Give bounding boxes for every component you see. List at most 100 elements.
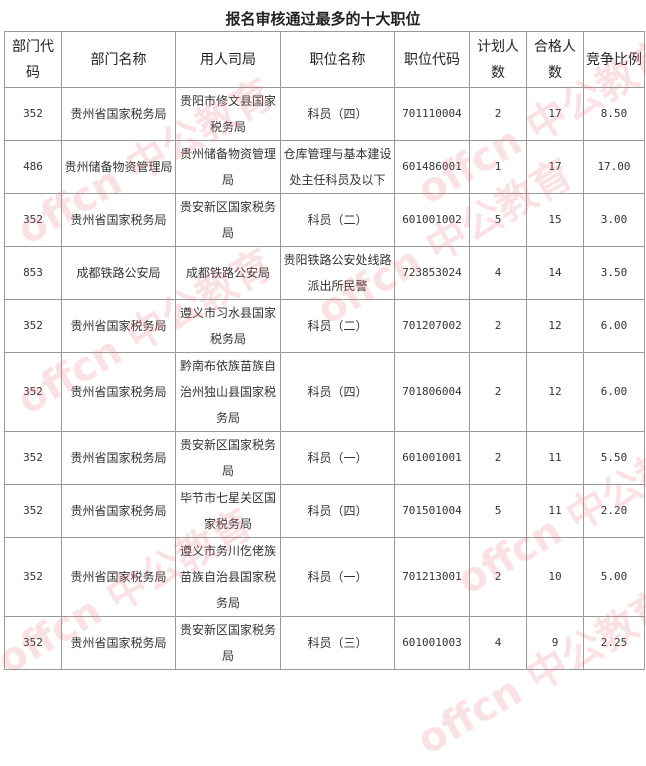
table-cell: 2.20 xyxy=(583,484,645,538)
table-cell: 科员（一） xyxy=(280,431,395,485)
header-row: 部门代码 部门名称 用人司局 职位名称 职位代码 计划人数 合格人数 竞争比例 xyxy=(4,31,645,88)
table-cell: 601001001 xyxy=(394,431,470,485)
table-cell: 723853024 xyxy=(394,246,470,300)
table-cell: 701110004 xyxy=(394,87,470,141)
table-cell: 11 xyxy=(526,431,584,485)
column-header: 部门代码 xyxy=(4,31,62,88)
table-cell: 10 xyxy=(526,537,584,617)
table-cell: 贵州省国家税务局 xyxy=(61,87,176,141)
table-cell: 贵州省国家税务局 xyxy=(61,352,176,432)
column-header: 计划人数 xyxy=(469,31,527,88)
table-cell: 5 xyxy=(469,193,527,247)
table-cell: 2 xyxy=(469,537,527,617)
table-cell: 贵州省国家税务局 xyxy=(61,537,176,617)
table-cell: 贵安新区国家税务局 xyxy=(175,431,281,485)
table-cell: 贵州省国家税务局 xyxy=(61,431,176,485)
table-cell: 贵州省国家税务局 xyxy=(61,193,176,247)
table-cell: 仓库管理与基本建设处主任科员及以下 xyxy=(280,140,395,194)
table-cell: 601001002 xyxy=(394,193,470,247)
table-cell: 科员（四） xyxy=(280,352,395,432)
table-cell: 科员（四） xyxy=(280,484,395,538)
table-row: 352 贵州省国家税务局 贵阳市修文县国家税务局 科员（四） 701110004 2 17 8… xyxy=(4,87,645,141)
positions-table: 部门代码 部门名称 用人司局 职位名称 职位代码 计划人数 合格人数 竞争比例 352 贵州省国… xyxy=(4,31,645,670)
table-cell: 1 xyxy=(469,140,527,194)
table-title: 报名审核通过最多的十大职位 xyxy=(225,10,421,28)
table-cell: 贵州省国家税务局 xyxy=(61,299,176,353)
table-cell: 科员（一） xyxy=(280,537,395,617)
table-cell: 601001003 xyxy=(394,616,470,670)
table-cell: 5.50 xyxy=(583,431,645,485)
table-row: 352 贵州省国家税务局 贵安新区国家税务局 科员（一） 601001001 2 11 5.5… xyxy=(4,431,645,485)
table-cell: 贵州储备物资管理局 xyxy=(175,140,281,194)
table-cell: 遵义市习水县国家税务局 xyxy=(175,299,281,353)
table-cell: 6.00 xyxy=(583,352,645,432)
table-cell: 352 xyxy=(4,484,62,538)
table-cell: 黔南布依族苗族自治州独山县国家税务局 xyxy=(175,352,281,432)
table-cell: 701806004 xyxy=(394,352,470,432)
table-cell: 贵安新区国家税务局 xyxy=(175,616,281,670)
table-cell: 17 xyxy=(526,87,584,141)
table-row: 352 贵州省国家税务局 黔南布依族苗族自治州独山县国家税务局 科员（四） 701806… xyxy=(4,352,645,432)
table-cell: 3.00 xyxy=(583,193,645,247)
table-cell: 601486001 xyxy=(394,140,470,194)
table-cell: 贵州储备物资管理局 xyxy=(61,140,176,194)
table-cell: 4 xyxy=(469,616,527,670)
table-cell: 科员（三） xyxy=(280,616,395,670)
table-cell: 2 xyxy=(469,87,527,141)
table-cell: 352 xyxy=(4,87,62,141)
table-cell: 贵州省国家税务局 xyxy=(61,484,176,538)
table-cell: 352 xyxy=(4,352,62,432)
table-cell: 352 xyxy=(4,299,62,353)
table-cell: 贵安新区国家税务局 xyxy=(175,193,281,247)
table-cell: 9 xyxy=(526,616,584,670)
table-cell: 12 xyxy=(526,299,584,353)
column-header: 合格人数 xyxy=(526,31,584,88)
table-row: 486 贵州储备物资管理局 贵州储备物资管理局 仓库管理与基本建设处主任科员及以下 60… xyxy=(4,140,645,194)
table-cell: 701207002 xyxy=(394,299,470,353)
table-cell: 6.00 xyxy=(583,299,645,353)
table-cell: 352 xyxy=(4,537,62,617)
table-cell: 12 xyxy=(526,352,584,432)
table-cell: 352 xyxy=(4,193,62,247)
table-cell: 8.50 xyxy=(583,87,645,141)
table-cell: 毕节市七星关区国家税务局 xyxy=(175,484,281,538)
table-cell: 贵州省国家税务局 xyxy=(61,616,176,670)
table-cell: 遵义市务川仡佬族苗族自治县国家税务局 xyxy=(175,537,281,617)
table-cell: 5 xyxy=(469,484,527,538)
table-cell: 5.00 xyxy=(583,537,645,617)
table-cell: 701501004 xyxy=(394,484,470,538)
table-cell: 17.00 xyxy=(583,140,645,194)
table-cell: 11 xyxy=(526,484,584,538)
table-cell: 2 xyxy=(469,431,527,485)
column-header: 职位名称 xyxy=(280,31,395,88)
table-cell: 15 xyxy=(526,193,584,247)
table-cell: 2 xyxy=(469,352,527,432)
table-cell: 17 xyxy=(526,140,584,194)
table-cell: 科员（二） xyxy=(280,299,395,353)
column-header: 部门名称 xyxy=(61,31,176,88)
table-cell: 701213001 xyxy=(394,537,470,617)
table-row: 352 贵州省国家税务局 遵义市习水县国家税务局 科员（二） 701207002 2 12 6… xyxy=(4,299,645,353)
column-header: 竞争比例 xyxy=(583,31,645,88)
table-cell: 14 xyxy=(526,246,584,300)
table-cell: 贵阳铁路公安处线路派出所民警 xyxy=(280,246,395,300)
table-cell: 3.50 xyxy=(583,246,645,300)
table-cell: 成都铁路公安局 xyxy=(175,246,281,300)
table-row: 853 成都铁路公安局 成都铁路公安局 贵阳铁路公安处线路派出所民警 723853024… xyxy=(4,246,645,300)
table-cell: 486 xyxy=(4,140,62,194)
table-row: 352 贵州省国家税务局 毕节市七星关区国家税务局 科员（四） 701501004 5 11… xyxy=(4,484,645,538)
table-row: 352 贵州省国家税务局 贵安新区国家税务局 科员（三） 601001003 4 9 2.25 xyxy=(4,616,645,670)
table-cell: 4 xyxy=(469,246,527,300)
column-header: 用人司局 xyxy=(175,31,281,88)
table-cell: 2 xyxy=(469,299,527,353)
table-cell: 352 xyxy=(4,431,62,485)
table-cell: 贵阳市修文县国家税务局 xyxy=(175,87,281,141)
table-cell: 成都铁路公安局 xyxy=(61,246,176,300)
table-cell: 352 xyxy=(4,616,62,670)
table-row: 352 贵州省国家税务局 遵义市务川仡佬族苗族自治县国家税务局 科员（一） 701213… xyxy=(4,537,645,617)
table-cell: 2.25 xyxy=(583,616,645,670)
table-cell: 科员（二） xyxy=(280,193,395,247)
table-row: 352 贵州省国家税务局 贵安新区国家税务局 科员（二） 601001002 5 15 3.0… xyxy=(4,193,645,247)
table-cell: 853 xyxy=(4,246,62,300)
table-cell: 科员（四） xyxy=(280,87,395,141)
